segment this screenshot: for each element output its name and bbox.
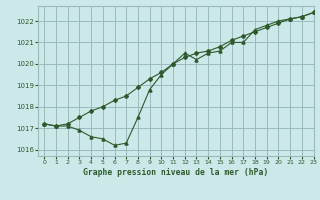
- X-axis label: Graphe pression niveau de la mer (hPa): Graphe pression niveau de la mer (hPa): [84, 168, 268, 177]
